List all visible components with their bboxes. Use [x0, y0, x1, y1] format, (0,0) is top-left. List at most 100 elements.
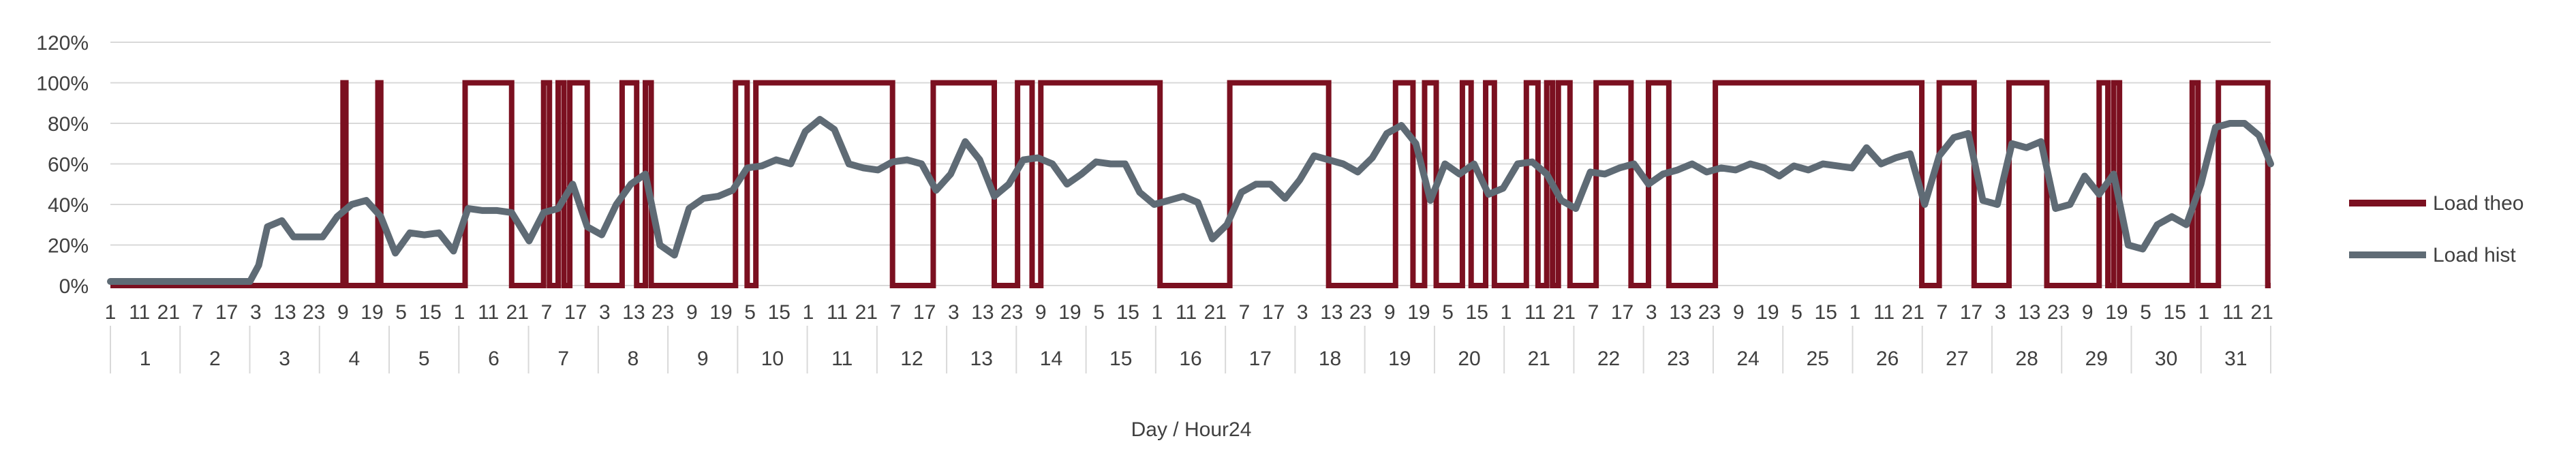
x-day-tick-label: 27 — [1946, 348, 1968, 370]
x-hour-tick-label: 1 — [2198, 301, 2210, 324]
x-hour-tick-label: 11 — [2222, 301, 2243, 324]
x-day-tick-label: 14 — [1040, 348, 1062, 370]
legend: Load theo Load hist — [2349, 192, 2524, 266]
x-hour-tick-label: 21 — [855, 301, 878, 324]
x-hour-tick-label: 1 — [1850, 301, 1861, 324]
x-hour-tick-label: 1 — [803, 301, 814, 324]
x-hour-tick-label: 9 — [1035, 301, 1047, 324]
x-day-tick-label: 26 — [1876, 348, 1899, 370]
gridlines — [110, 42, 2271, 286]
x-hour-tick-label: 3 — [948, 301, 960, 324]
x-hour-tick-label: 7 — [541, 301, 553, 324]
x-day-tick-label: 8 — [628, 348, 639, 370]
x-day-tick-label: 12 — [900, 348, 923, 370]
x-hour-tick-label: 21 — [1204, 301, 1227, 324]
x-axis-title: Day / Hour24 — [1131, 418, 1252, 441]
x-day-tick-label: 30 — [2155, 348, 2177, 370]
x-hour-tick-label: 23 — [303, 301, 325, 324]
x-hour-tick-label: 17 — [564, 301, 587, 324]
x-day-tick-label: 15 — [1109, 348, 1132, 370]
x-hour-tick-label: 9 — [1733, 301, 1745, 324]
x-day-tick-label: 18 — [1319, 348, 1341, 370]
x-hour-tick-label: 17 — [215, 301, 238, 324]
x-hour-tick-label: 3 — [1646, 301, 1657, 324]
x-day-tick-label: 1 — [140, 348, 151, 370]
x-hour-tick-label: 21 — [506, 301, 529, 324]
x-hour-tick-label: 23 — [1000, 301, 1023, 324]
y-tick-label: 80% — [48, 113, 89, 136]
x-day-tick-label: 7 — [557, 348, 569, 370]
x-day-tick-label: 4 — [349, 348, 361, 370]
legend-label-1: Load hist — [2433, 244, 2516, 266]
x-day-tick-label: 6 — [488, 348, 500, 370]
x-day-tick-label: 3 — [279, 348, 290, 370]
x-day-tick-label: 13 — [970, 348, 993, 370]
x-hour-tick-label: 19 — [1058, 301, 1081, 324]
x-day-tick-label: 22 — [1597, 348, 1620, 370]
x-day-tick-label: 25 — [1807, 348, 1829, 370]
x-hour-tick-label: 23 — [1698, 301, 1721, 324]
x-hour-tick-label: 5 — [1093, 301, 1105, 324]
y-tick-label: 60% — [48, 154, 89, 177]
x-hour-tick-label: 13 — [622, 301, 645, 324]
x-hour-tick-label: 17 — [1611, 301, 1634, 324]
x-day-tick-label: 29 — [2085, 348, 2108, 370]
x-hour-tick-label: 7 — [1937, 301, 1948, 324]
x-hour-tick-label: 5 — [1442, 301, 1454, 324]
x-hour-tick-label: 15 — [1466, 301, 1488, 324]
x-hour-tick-label: 9 — [337, 301, 349, 324]
x-hour-tick-label: 13 — [1669, 301, 1691, 324]
x-day-tick-label: 28 — [2015, 348, 2038, 370]
x-hour-tick-label: 1 — [1152, 301, 1163, 324]
x-day-tick-label: 2 — [209, 348, 221, 370]
x-hour-tick-label: 19 — [2105, 301, 2128, 324]
x-hour-tick-label: 7 — [890, 301, 902, 324]
x-hour-tick-label: 7 — [1588, 301, 1599, 324]
x-hour-tick-label: 11 — [827, 301, 848, 324]
x-day-tick-label: 9 — [697, 348, 709, 370]
x-day-tick-label: 31 — [2224, 348, 2247, 370]
x-hour-tick-label: 9 — [686, 301, 698, 324]
y-tick-label: 20% — [48, 235, 89, 258]
x-hour-tick-label: 23 — [1349, 301, 1372, 324]
x-hour-tick-label: 19 — [709, 301, 732, 324]
x-day-tick-label: 16 — [1179, 348, 1201, 370]
x-hour-tick-label: 17 — [913, 301, 936, 324]
x-hour-tick-label: 19 — [1756, 301, 1779, 324]
x-hour-tick-label: 5 — [1791, 301, 1803, 324]
x-day-tick-label: 20 — [1458, 348, 1480, 370]
x-hour-tick-label: 9 — [1384, 301, 1396, 324]
x-hour-tick-label: 5 — [744, 301, 756, 324]
x-hour-tick-label: 21 — [1553, 301, 1576, 324]
series-load-hist — [107, 116, 2274, 286]
x-hour-tick-label: 23 — [651, 301, 674, 324]
x-hour-tick-label: 15 — [768, 301, 791, 324]
x-hour-tick-label: 21 — [2251, 301, 2273, 324]
x-hour-tick-label: 11 — [1524, 301, 1546, 324]
x-hour-tick-label: 23 — [2047, 301, 2070, 324]
x-hour-tick-label: 13 — [971, 301, 994, 324]
x-hour-tick-label: 3 — [599, 301, 611, 324]
x-hour-tick-label: 15 — [1117, 301, 1139, 324]
x-hour-tick-label: 3 — [1297, 301, 1308, 324]
x-hour-tick-label: 7 — [192, 301, 204, 324]
x-hour-tick-label: 21 — [1902, 301, 1925, 324]
x-hour-tick-label: 7 — [1239, 301, 1251, 324]
x-axis: 1 11 21 7 17 3 13 23 9 19 5 15 1 11 21 7 17 3 13 23 9 19 5 15 1 1… — [105, 301, 2273, 373]
x-hour-tick-label: 15 — [419, 301, 442, 324]
legend-label-0: Load theo — [2433, 192, 2524, 215]
x-day-tick-label: 10 — [761, 348, 784, 370]
x-hour-tick-label: 3 — [1995, 301, 2006, 324]
x-day-tick-label: 23 — [1667, 348, 1689, 370]
x-hour-tick-label: 11 — [478, 301, 499, 324]
x-hour-tick-label: 15 — [2164, 301, 2186, 324]
x-day-tick-label: 19 — [1388, 348, 1411, 370]
x-hour-tick-label: 13 — [1320, 301, 1343, 324]
x-hour-tick-label: 11 — [129, 301, 150, 324]
load-theo-line — [110, 80, 2271, 288]
y-tick-label: 120% — [36, 32, 89, 55]
y-axis-ticks: 0% 20% 40% 60% 80% 100% 120% — [36, 32, 89, 298]
y-tick-label: 0% — [59, 275, 89, 298]
x-hour-tick-label: 13 — [2018, 301, 2040, 324]
